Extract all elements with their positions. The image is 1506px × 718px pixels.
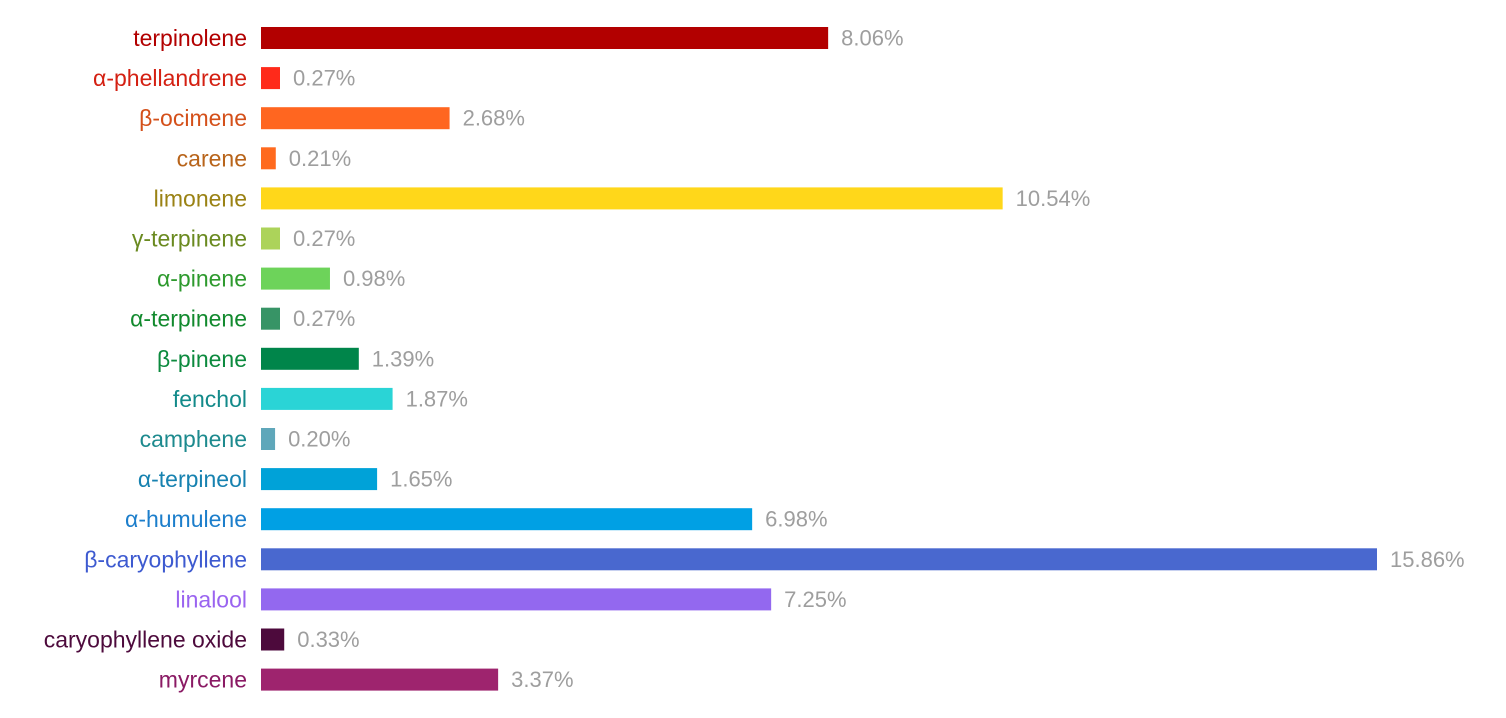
value-label: 7.25% bbox=[784, 587, 846, 612]
value-label: 3.37% bbox=[511, 667, 573, 692]
value-label: 6.98% bbox=[765, 507, 827, 532]
bar bbox=[261, 267, 330, 290]
value-label: 0.20% bbox=[288, 427, 350, 452]
value-label: 0.98% bbox=[343, 266, 405, 291]
bar bbox=[261, 347, 359, 370]
category-label: camphene bbox=[140, 426, 247, 452]
bar bbox=[261, 588, 772, 611]
value-label: 1.39% bbox=[372, 346, 434, 371]
category-label: β-ocimene bbox=[139, 105, 247, 131]
category-label: β-pinene bbox=[157, 346, 247, 372]
category-label: α-terpinene bbox=[130, 306, 247, 332]
category-label: β-caryophyllene bbox=[84, 546, 247, 572]
value-label: 0.33% bbox=[297, 627, 359, 652]
category-label: myrcene bbox=[159, 667, 247, 693]
bar bbox=[261, 428, 276, 450]
bar bbox=[261, 508, 753, 531]
category-label: limonene bbox=[154, 185, 247, 211]
category-label: α-terpineol bbox=[138, 466, 247, 492]
value-label: 0.27% bbox=[293, 66, 355, 91]
bar bbox=[261, 307, 280, 330]
value-label: 8.06% bbox=[841, 26, 903, 51]
category-label: α-phellandrene bbox=[93, 65, 247, 91]
value-label: 10.54% bbox=[1016, 186, 1091, 211]
value-label: 0.21% bbox=[289, 146, 351, 171]
category-label: γ-terpinene bbox=[132, 226, 247, 252]
bar bbox=[261, 548, 1377, 571]
value-label: 1.87% bbox=[406, 386, 468, 411]
value-label: 1.65% bbox=[390, 467, 452, 492]
bar bbox=[261, 668, 499, 691]
category-label: terpinolene bbox=[133, 25, 247, 51]
value-label: 0.27% bbox=[293, 306, 355, 331]
bar bbox=[261, 227, 280, 250]
bar bbox=[261, 387, 393, 410]
bar bbox=[261, 468, 378, 491]
category-label: caryophyllene oxide bbox=[44, 627, 247, 653]
bar bbox=[261, 107, 450, 130]
category-label: fenchol bbox=[173, 386, 247, 412]
bar bbox=[261, 67, 280, 90]
bar bbox=[261, 147, 276, 170]
bar bbox=[261, 27, 829, 49]
category-label: linalool bbox=[175, 586, 247, 612]
category-label: α-pinene bbox=[157, 266, 247, 292]
category-label: carene bbox=[177, 145, 247, 171]
value-label: 15.86% bbox=[1390, 547, 1465, 572]
category-label: α-humulene bbox=[125, 506, 247, 532]
value-label: 2.68% bbox=[463, 106, 525, 131]
bar bbox=[261, 628, 285, 651]
value-label: 0.27% bbox=[293, 226, 355, 251]
bar bbox=[261, 187, 1003, 210]
